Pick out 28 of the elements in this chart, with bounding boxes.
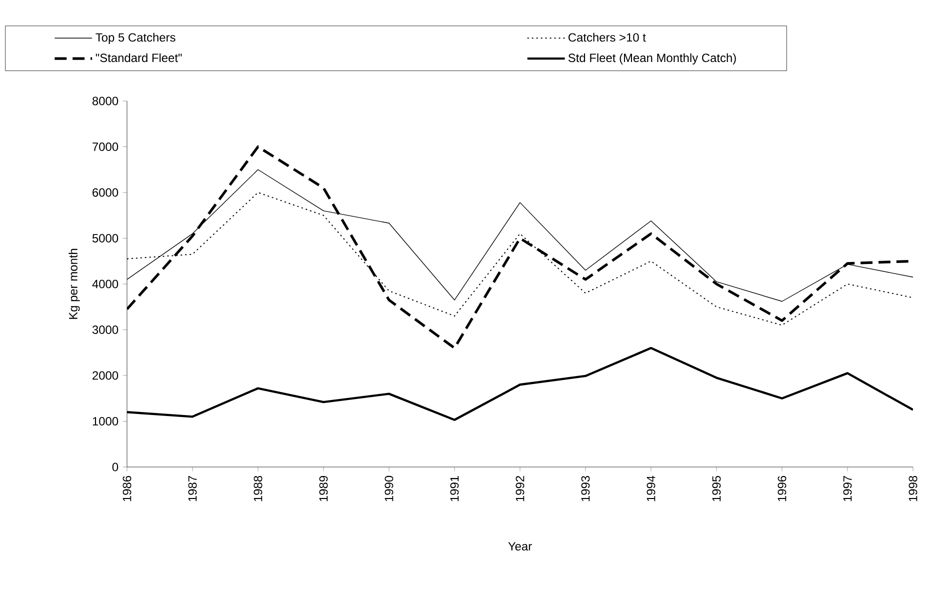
x-tick-label: 1993 — [581, 476, 590, 502]
y-tick-label: 5000 — [92, 234, 118, 242]
legend-label: Std Fleet (Mean Monthly Catch) — [568, 53, 736, 64]
x-tick-label: 1996 — [778, 476, 786, 502]
x-tick-label: 1995 — [712, 476, 721, 502]
x-tick-label: 1989 — [319, 476, 328, 502]
x-tick-label: 1988 — [254, 476, 262, 502]
y-tick-label: 6000 — [92, 188, 118, 197]
x-tick-label: 1992 — [516, 476, 524, 502]
x-tick-label: 1990 — [384, 476, 394, 502]
x-tick-label: 1997 — [843, 476, 852, 502]
y-tick-label: 2000 — [92, 371, 118, 380]
y-tick-label: 8000 — [92, 96, 118, 106]
x-tick-label: 1986 — [122, 476, 132, 502]
legend-label: Catchers >10 t — [568, 32, 646, 42]
y-tick-label: 0 — [112, 462, 118, 472]
legend-label: "Standard Fleet" — [96, 53, 182, 62]
x-tick-label: 1987 — [188, 476, 197, 502]
y-tick-label: 7000 — [92, 142, 118, 151]
x-axis-title: Year — [508, 542, 532, 551]
x-tick-label: 1994 — [646, 476, 656, 502]
y-axis-title: Kg per month — [68, 248, 80, 319]
legend-label: Top 5 Catchers — [96, 32, 176, 44]
y-tick-label: 4000 — [92, 280, 118, 288]
x-tick-label: 1991 — [450, 476, 459, 502]
y-tick-label: 3000 — [92, 326, 118, 334]
x-tick-label: 1998 — [908, 476, 918, 502]
y-tick-label: 1000 — [92, 417, 118, 426]
